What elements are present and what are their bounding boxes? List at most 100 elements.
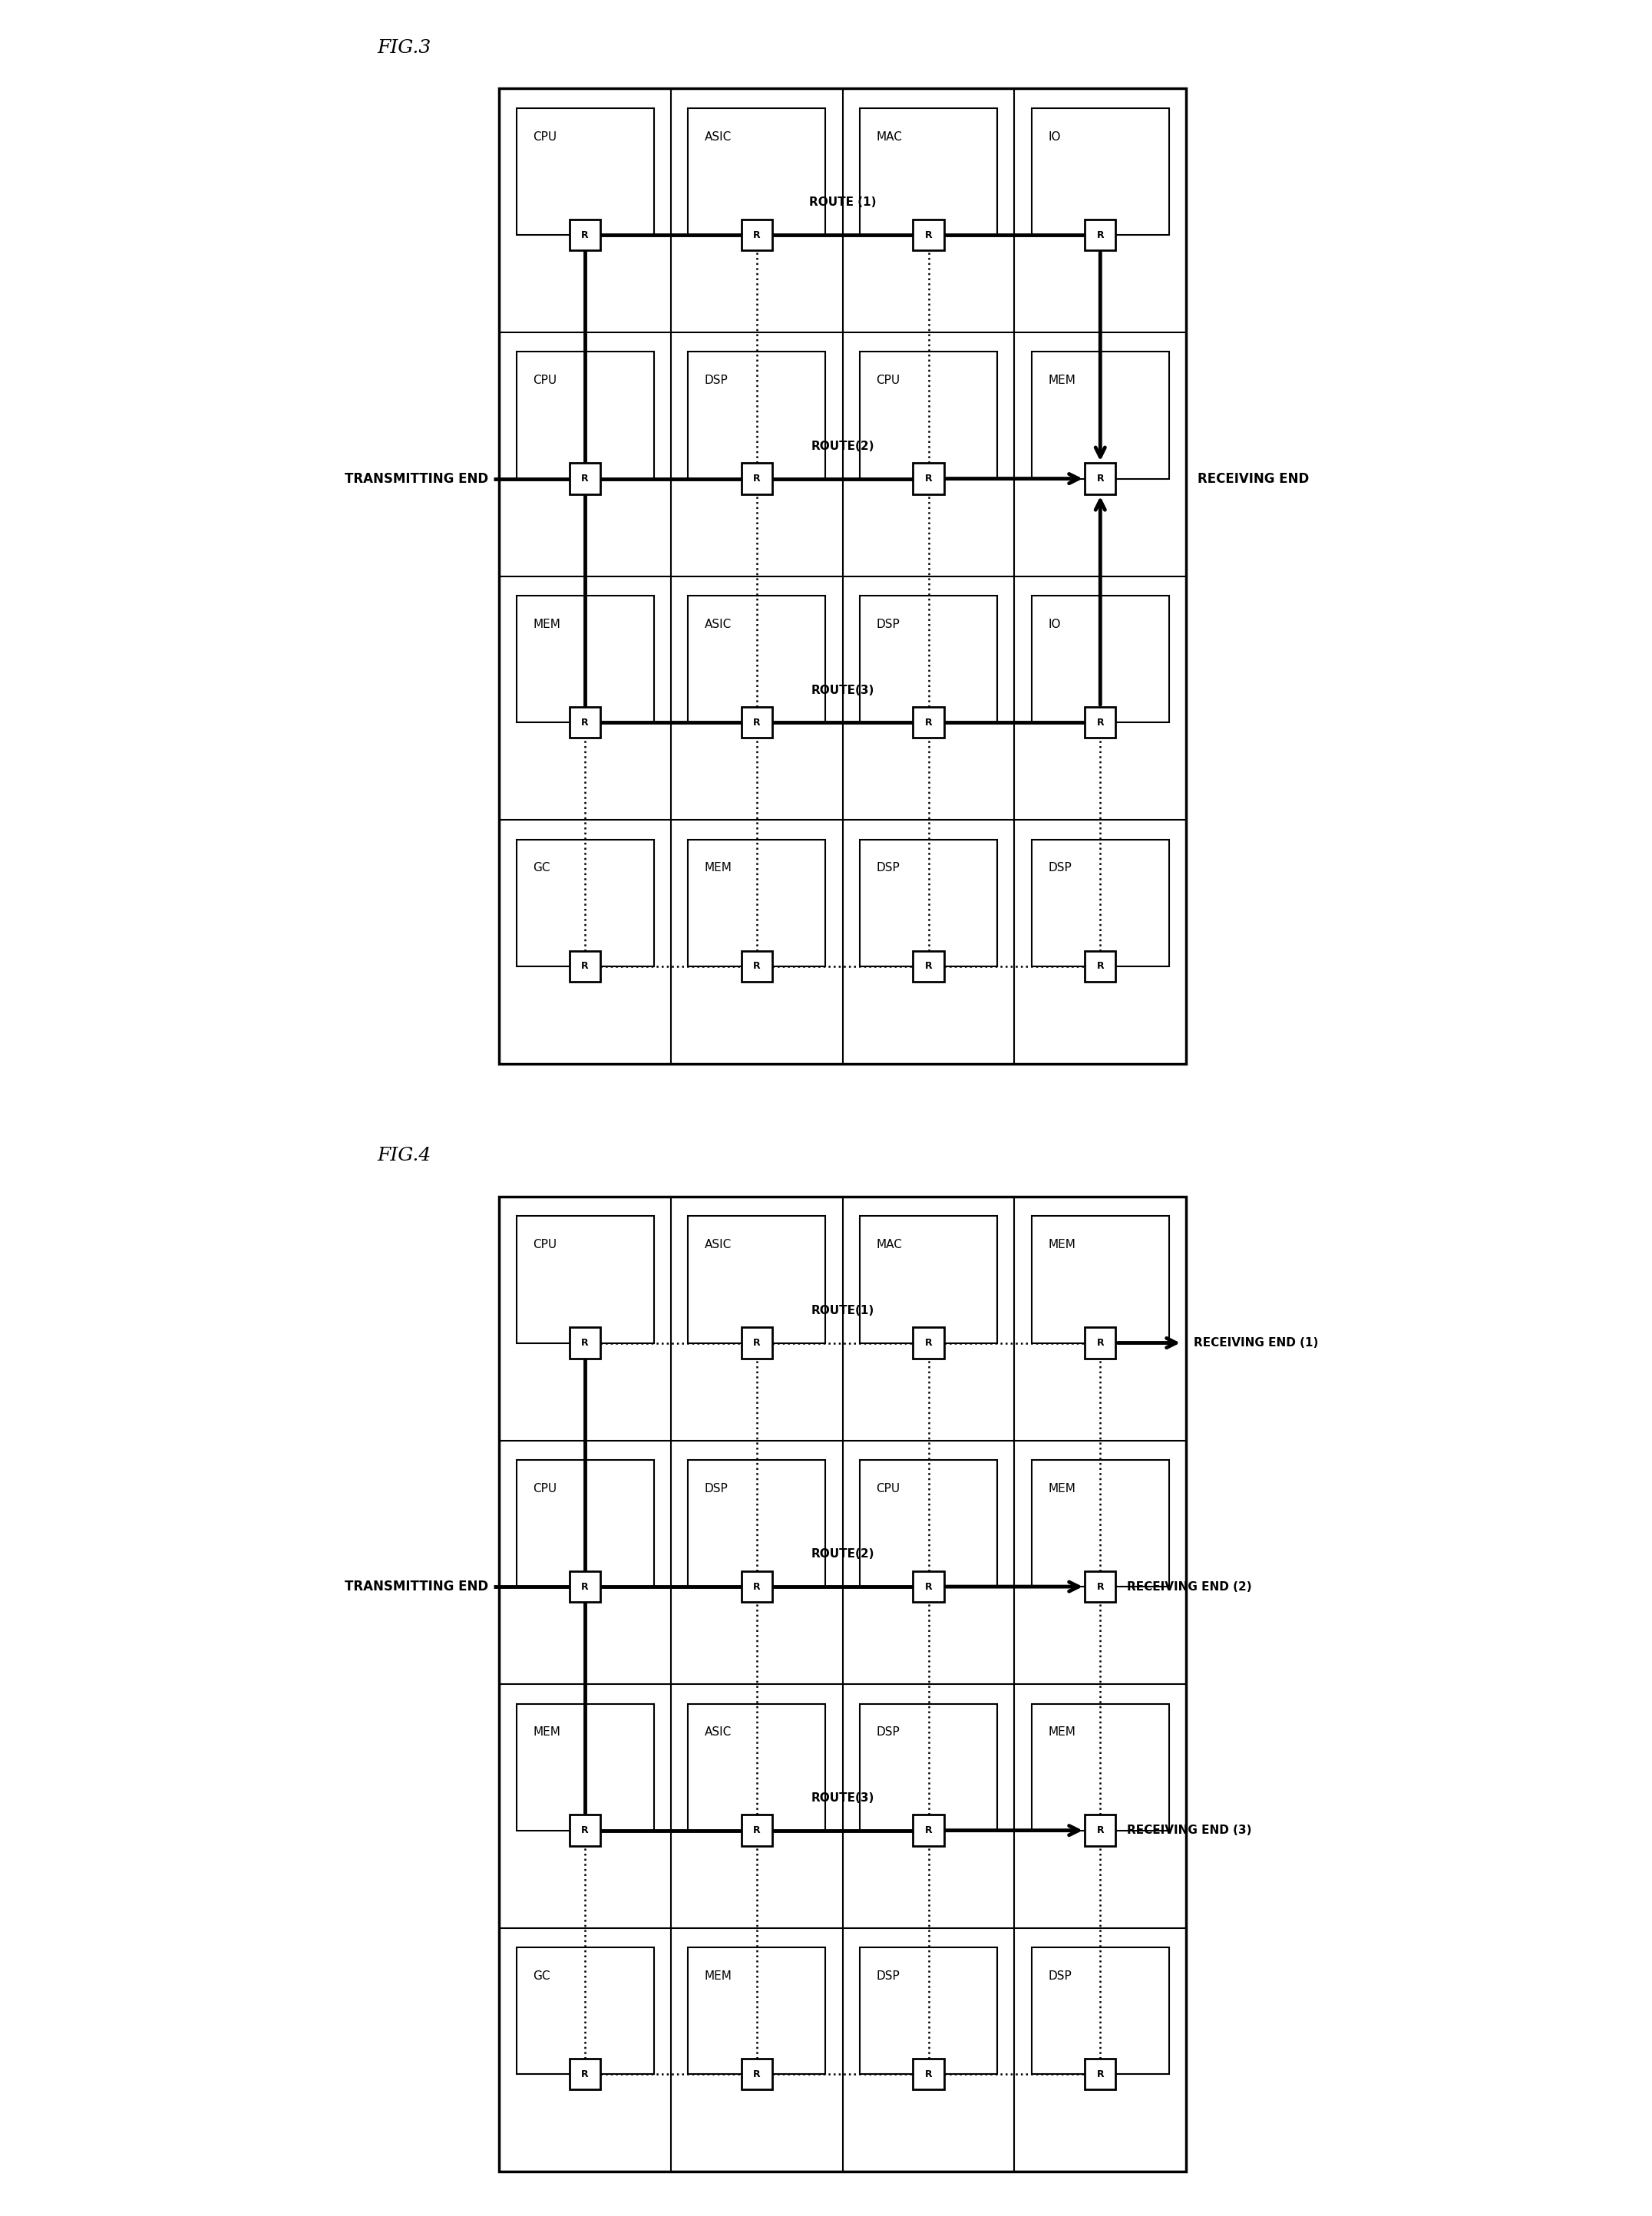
- Text: FIG.4: FIG.4: [377, 1148, 431, 1163]
- Bar: [1031, 840, 1170, 966]
- Text: MEM: MEM: [1047, 1239, 1075, 1250]
- Text: R: R: [1097, 2070, 1104, 2079]
- Text: R: R: [1097, 474, 1104, 483]
- Text: ASIC: ASIC: [704, 1239, 732, 1250]
- Bar: [742, 951, 771, 982]
- Text: ROUTE(3): ROUTE(3): [811, 1793, 874, 1804]
- Text: R: R: [753, 718, 760, 727]
- Text: R: R: [582, 962, 588, 971]
- Bar: [914, 1571, 943, 1602]
- Bar: [1085, 2059, 1115, 2090]
- Text: R: R: [753, 474, 760, 483]
- Bar: [742, 2059, 771, 2090]
- Text: IO: IO: [1047, 131, 1061, 142]
- Text: R: R: [753, 1582, 760, 1591]
- Text: R: R: [925, 718, 932, 727]
- Text: RECEIVING END: RECEIVING END: [1198, 472, 1308, 485]
- Text: R: R: [925, 1338, 932, 1347]
- Bar: [687, 1217, 826, 1343]
- Bar: [1085, 1571, 1115, 1602]
- Bar: [859, 1460, 998, 1587]
- Bar: [859, 840, 998, 966]
- Text: ASIC: ASIC: [704, 1726, 732, 1737]
- Bar: [570, 1327, 600, 1358]
- Bar: [499, 89, 1186, 1064]
- Bar: [517, 1460, 654, 1587]
- Text: R: R: [582, 2070, 588, 2079]
- Text: R: R: [1097, 718, 1104, 727]
- Bar: [517, 1948, 654, 2074]
- Text: R: R: [1097, 962, 1104, 971]
- Text: R: R: [582, 230, 588, 239]
- Bar: [517, 840, 654, 966]
- Bar: [687, 1948, 826, 2074]
- Text: TRANSMITTING END: TRANSMITTING END: [344, 1580, 487, 1593]
- Bar: [742, 707, 771, 738]
- Text: R: R: [582, 1582, 588, 1591]
- Bar: [742, 463, 771, 494]
- Text: ROUTE (1): ROUTE (1): [809, 197, 876, 208]
- Text: R: R: [582, 718, 588, 727]
- Bar: [1085, 1815, 1115, 1846]
- Text: MEM: MEM: [1047, 375, 1075, 386]
- Bar: [570, 707, 600, 738]
- Text: DSP: DSP: [876, 1726, 900, 1737]
- Text: R: R: [582, 1338, 588, 1347]
- Text: R: R: [925, 2070, 932, 2079]
- Text: ROUTE(2): ROUTE(2): [811, 1549, 874, 1560]
- Bar: [517, 1704, 654, 1830]
- Text: R: R: [925, 1826, 932, 1835]
- Text: R: R: [753, 230, 760, 239]
- Bar: [1085, 707, 1115, 738]
- Text: ROUTE(1): ROUTE(1): [811, 1305, 874, 1316]
- Text: R: R: [925, 474, 932, 483]
- Bar: [859, 596, 998, 722]
- Bar: [914, 951, 943, 982]
- Text: MEM: MEM: [704, 1970, 732, 1981]
- Bar: [499, 1197, 1186, 2172]
- Bar: [742, 1571, 771, 1602]
- Bar: [687, 1704, 826, 1830]
- Text: GC: GC: [534, 862, 550, 873]
- Text: MEM: MEM: [534, 1726, 560, 1737]
- Text: DSP: DSP: [704, 375, 729, 386]
- Text: R: R: [925, 1582, 932, 1591]
- Bar: [570, 1571, 600, 1602]
- Text: FIG.3: FIG.3: [377, 38, 431, 55]
- Text: DSP: DSP: [1047, 862, 1072, 873]
- Text: TRANSMITTING END: TRANSMITTING END: [344, 472, 487, 485]
- Text: ASIC: ASIC: [704, 618, 732, 629]
- Bar: [1085, 463, 1115, 494]
- Text: ASIC: ASIC: [704, 131, 732, 142]
- Text: CPU: CPU: [534, 375, 557, 386]
- Text: CPU: CPU: [876, 375, 900, 386]
- Text: MEM: MEM: [1047, 1726, 1075, 1737]
- Bar: [859, 109, 998, 235]
- Text: R: R: [1097, 1338, 1104, 1347]
- Text: DSP: DSP: [876, 1970, 900, 1981]
- Text: CPU: CPU: [534, 1239, 557, 1250]
- Text: IO: IO: [1047, 618, 1061, 629]
- Bar: [687, 840, 826, 966]
- Bar: [914, 1327, 943, 1358]
- Text: R: R: [1097, 1826, 1104, 1835]
- Bar: [914, 707, 943, 738]
- Bar: [914, 219, 943, 250]
- Bar: [517, 1217, 654, 1343]
- Text: RECEIVING END (3): RECEIVING END (3): [1127, 1824, 1252, 1837]
- Bar: [570, 219, 600, 250]
- Text: R: R: [582, 474, 588, 483]
- Bar: [570, 463, 600, 494]
- Text: R: R: [1097, 230, 1104, 239]
- Bar: [914, 463, 943, 494]
- Text: RECEIVING END (2): RECEIVING END (2): [1127, 1580, 1252, 1593]
- Text: R: R: [753, 1826, 760, 1835]
- Bar: [687, 109, 826, 235]
- Bar: [687, 1460, 826, 1587]
- Bar: [570, 1815, 600, 1846]
- Bar: [1031, 352, 1170, 479]
- Bar: [1031, 109, 1170, 235]
- Text: MEM: MEM: [704, 862, 732, 873]
- Text: CPU: CPU: [876, 1483, 900, 1494]
- Text: CPU: CPU: [534, 1483, 557, 1494]
